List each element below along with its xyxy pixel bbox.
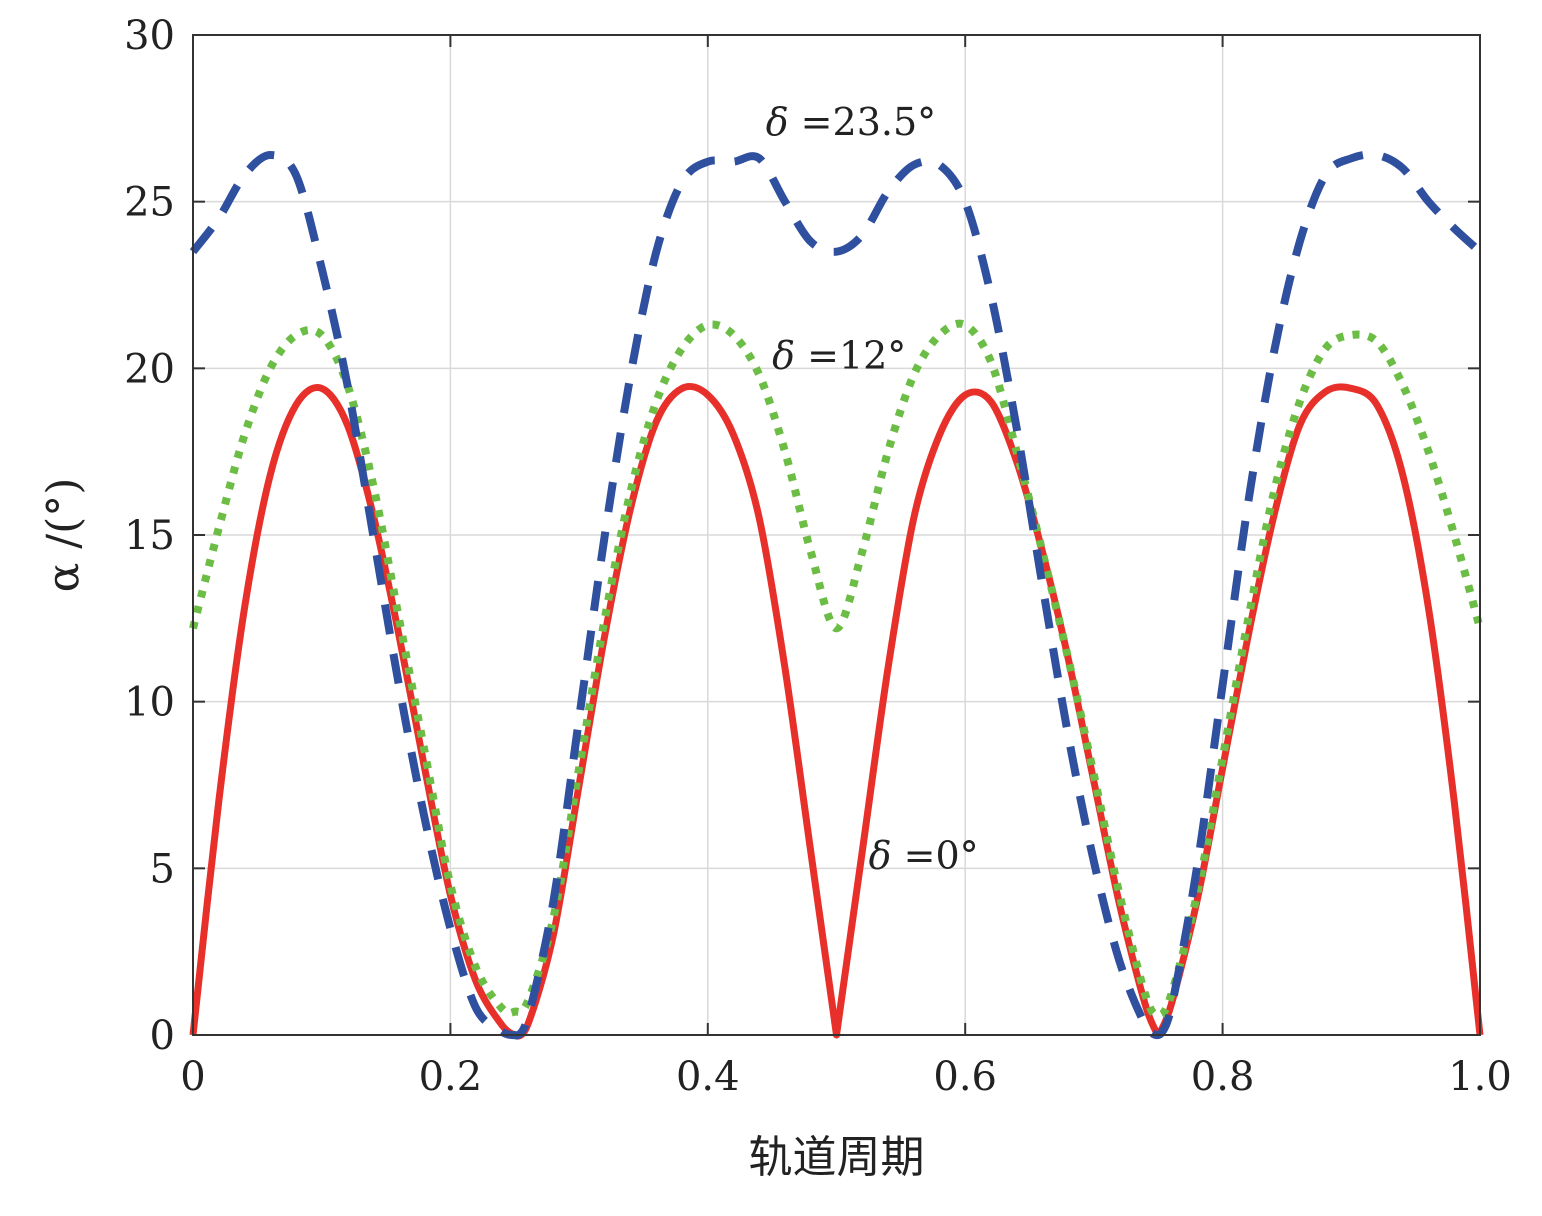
x-axis-title: 轨道周期 [749, 1132, 925, 1183]
x-tick-label: 1.0 [1448, 1054, 1512, 1100]
x-tick-label: 0.8 [1191, 1054, 1255, 1100]
annotation-text: =0° [892, 833, 979, 877]
x-tick-label: 0.4 [676, 1054, 740, 1100]
tick-layer: 0 0.2 0.4 0.6 0.8 1.0 0 5 10 15 20 25 30 [124, 13, 1512, 1100]
annotation-text: =12° [795, 333, 906, 377]
y-tick-label: 30 [124, 13, 175, 59]
y-tick-label: 0 [150, 1013, 175, 1059]
series-line-2 [189, 150, 1483, 1040]
annotation-text: =23.5° [789, 100, 937, 144]
x-tick-label: 0 [180, 1054, 205, 1100]
annotation-symbol: δ [869, 833, 892, 877]
y-tick-label: 5 [150, 846, 175, 892]
series-annotation: δ =12° [772, 333, 906, 377]
annotation-symbol: δ [766, 100, 789, 144]
annotation-layer: δ =23.5°δ =12°δ =0° [766, 100, 979, 877]
y-tick-label: 20 [124, 346, 175, 392]
series-annotation: δ =0° [869, 833, 979, 877]
y-tick-label: 25 [124, 180, 175, 226]
series-layer [189, 150, 1484, 1040]
y-tick-label: 10 [124, 680, 175, 726]
grid [193, 35, 1480, 1035]
x-tick-label: 0.6 [933, 1054, 997, 1100]
y-axis-title: α /(°) [38, 478, 89, 593]
annotation-symbol: δ [772, 333, 795, 377]
series-line-0 [189, 383, 1484, 1040]
x-tick-label: 0.2 [419, 1054, 483, 1100]
series-annotation: δ =23.5° [766, 100, 936, 144]
y-tick-label: 15 [124, 513, 175, 559]
series-line-1 [189, 319, 1484, 1019]
